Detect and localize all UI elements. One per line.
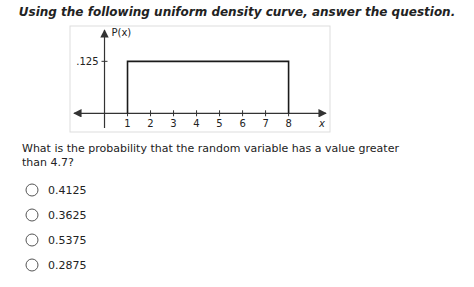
x-tick (265, 110, 266, 116)
x-tick-label: 3 (170, 118, 176, 129)
x-tick-label: 8 (285, 118, 291, 129)
y-axis (104, 30, 105, 128)
x-tick (196, 110, 197, 116)
plot-frame (70, 26, 330, 132)
title: Using the following uniform density curv… (19, 5, 455, 19)
option-label: 0.3625 (48, 209, 87, 222)
chart: Using the following uniform density curv… (0, 0, 474, 287)
x-tick-label: 7 (262, 118, 268, 129)
y-axis-label: P(x) (112, 27, 132, 38)
x-tick-label: 5 (216, 118, 222, 129)
y-tick-label: .125 (76, 56, 98, 67)
density-line (128, 61, 289, 113)
radio-button (26, 184, 38, 196)
radio-button (26, 259, 38, 271)
x-axis-label: x (318, 118, 325, 129)
x-tick (242, 110, 243, 116)
radio-button (26, 209, 38, 221)
x-tick (219, 110, 220, 116)
plot-marks (128, 61, 289, 113)
option-label: 0.2875 (48, 259, 87, 272)
radio-button (26, 234, 38, 246)
x-tick-label: 6 (239, 118, 245, 129)
x-tick (150, 110, 151, 116)
question: What is the probability that the random … (22, 142, 399, 169)
x-tick-label: 1 (124, 118, 130, 129)
x-tick-label: 4 (193, 118, 199, 129)
y-tick (102, 61, 108, 62)
x-tick-label: 2 (147, 118, 153, 129)
option-label: 0.5375 (48, 234, 87, 247)
option-label: 0.4125 (48, 184, 87, 197)
x-tick (173, 110, 174, 116)
